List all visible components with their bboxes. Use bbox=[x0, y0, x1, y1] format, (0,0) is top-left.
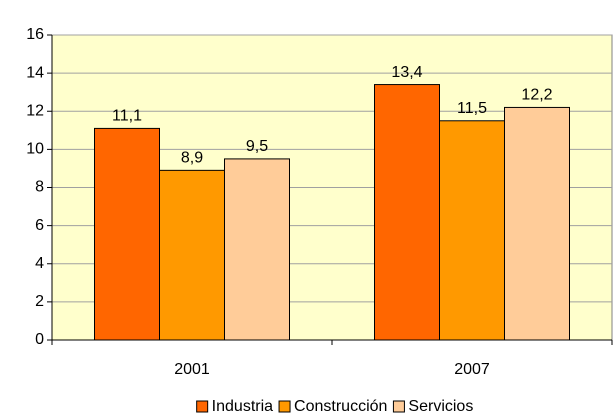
bar bbox=[159, 169, 225, 341]
y-tick-label: 16 bbox=[26, 26, 44, 43]
y-tick-label: 6 bbox=[35, 217, 44, 234]
y-tick-label: 0 bbox=[35, 331, 44, 348]
y-tick-label: 2 bbox=[35, 293, 44, 310]
data-label: 9,5 bbox=[246, 138, 268, 155]
bar bbox=[224, 158, 290, 341]
legend-swatch bbox=[196, 400, 209, 413]
legend-label: Servicios bbox=[408, 398, 473, 414]
bar bbox=[504, 106, 570, 341]
bar bbox=[94, 127, 160, 341]
data-label: 11,5 bbox=[457, 100, 487, 117]
y-tick-label: 10 bbox=[26, 141, 44, 158]
y-tick-label: 4 bbox=[35, 255, 44, 272]
y-tick-label: 14 bbox=[26, 64, 44, 81]
y-tick-label: 8 bbox=[35, 179, 44, 196]
x-tick-label: 2007 bbox=[454, 361, 490, 378]
data-label: 8,9 bbox=[181, 150, 203, 167]
bar bbox=[439, 120, 505, 341]
data-label: 11,1 bbox=[112, 108, 142, 125]
data-label: 13,4 bbox=[391, 64, 422, 81]
bar bbox=[374, 84, 440, 341]
y-tick-label: 12 bbox=[26, 102, 44, 119]
x-tick-label: 2001 bbox=[174, 361, 210, 378]
legend-label: Construcción bbox=[294, 398, 387, 414]
legend-label: Industria bbox=[212, 398, 273, 414]
legend-swatch bbox=[278, 400, 291, 413]
data-label: 12,2 bbox=[521, 87, 552, 104]
legend-swatch bbox=[392, 400, 405, 413]
